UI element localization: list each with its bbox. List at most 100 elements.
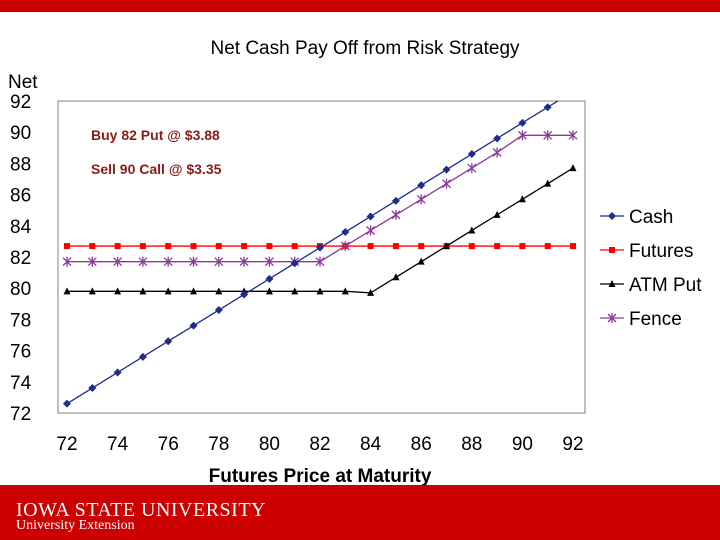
- x-tick-label: 90: [512, 434, 533, 455]
- marker-diamond: [189, 321, 198, 330]
- marker-star: [391, 209, 401, 220]
- marker-diamond: [214, 306, 223, 315]
- series-atm-put: [63, 164, 577, 296]
- x-tick-label: 80: [259, 434, 280, 455]
- footer-bar: IOWA STATE UNIVERSITY University Extensi…: [0, 485, 720, 540]
- x-tick-label: 72: [56, 434, 77, 455]
- y-tick-label: 74: [10, 373, 32, 394]
- marker-diamond: [138, 352, 147, 361]
- y-tick-label: 86: [10, 186, 31, 207]
- marker-diamond: [290, 259, 299, 268]
- header-bar: [0, 0, 720, 12]
- marker-star: [315, 256, 325, 267]
- marker-diamond: [63, 399, 71, 408]
- marker-square: [241, 243, 248, 250]
- marker-square: [165, 243, 172, 250]
- x-tick-label: 82: [309, 434, 330, 455]
- marker-diamond: [608, 212, 616, 220]
- series-line: [67, 167, 574, 294]
- marker-star: [87, 256, 97, 267]
- marker-triangle: [190, 287, 197, 295]
- marker-triangle: [88, 287, 96, 295]
- marker-star: [264, 256, 274, 267]
- marker-star: [416, 194, 426, 205]
- marker-diamond: [265, 274, 274, 283]
- marker-triangle: [518, 195, 526, 203]
- marker-triangle: [139, 287, 147, 295]
- y-tick-label: 80: [10, 279, 31, 300]
- marker-diamond: [467, 150, 476, 159]
- marker-star: [239, 256, 249, 267]
- marker-star: [543, 130, 553, 141]
- legend-label: ATM Put: [629, 275, 702, 296]
- marker-star: [517, 130, 527, 141]
- marker-star: [340, 241, 350, 252]
- marker-star: [607, 313, 617, 323]
- y-tick-label: 76: [10, 342, 31, 363]
- marker-triangle: [114, 287, 122, 295]
- x-tick-label: 92: [562, 434, 583, 455]
- legend-item: Cash: [600, 207, 673, 228]
- marker-triangle: [443, 242, 450, 250]
- plot-frame: [57, 100, 586, 414]
- marker-star: [442, 178, 451, 189]
- marker-square: [519, 243, 526, 250]
- marker-square: [190, 243, 197, 250]
- marker-square: [114, 243, 121, 250]
- marker-triangle: [544, 179, 552, 187]
- legend-item: Futures: [600, 241, 693, 262]
- marker-square: [544, 243, 551, 250]
- y-tick-label: 82: [10, 248, 31, 269]
- y-tick-label: 72: [10, 404, 31, 425]
- marker-diamond: [88, 384, 97, 393]
- y-tick-label: 84: [10, 217, 32, 238]
- marker-square: [139, 243, 146, 250]
- marker-star: [467, 163, 477, 174]
- legend-label: Cash: [629, 207, 673, 228]
- x-axis-title: Futures Price at Maturity: [208, 466, 432, 487]
- x-tick-label: 74: [107, 434, 129, 455]
- marker-square: [468, 243, 475, 250]
- legend-label: Fence: [629, 309, 682, 330]
- x-tick-label: 86: [411, 434, 432, 455]
- annotation-label: Sell 90 Call @ $3.35: [91, 161, 222, 177]
- university-logo-text: IOWA STATE UNIVERSITY: [16, 499, 266, 521]
- marker-triangle: [215, 287, 223, 295]
- marker-diamond: [442, 165, 451, 174]
- marker-triangle: [265, 287, 273, 295]
- marker-triangle: [392, 273, 400, 281]
- marker-star: [113, 256, 123, 267]
- y-tick-label: 92: [10, 92, 31, 113]
- marker-square: [494, 243, 501, 250]
- marker-square: [367, 243, 374, 250]
- marker-triangle: [608, 280, 616, 287]
- marker-star: [492, 147, 502, 158]
- y-tick-label: 90: [10, 123, 31, 144]
- marker-square: [89, 243, 96, 250]
- legend-item: Fence: [600, 309, 682, 330]
- marker-triangle: [468, 226, 476, 234]
- marker-square: [392, 243, 399, 250]
- marker-square: [291, 243, 298, 250]
- marker-square: [418, 243, 425, 250]
- marker-diamond: [518, 118, 527, 127]
- marker-diamond: [417, 181, 426, 190]
- marker-diamond: [341, 228, 350, 237]
- marker-square: [215, 243, 222, 250]
- marker-diamond: [366, 212, 375, 221]
- marker-square: [64, 243, 70, 250]
- series-fence: [62, 130, 578, 267]
- marker-diamond: [569, 88, 577, 96]
- marker-star: [138, 256, 148, 267]
- chart-title: Net Cash Pay Off from Risk Strategy: [210, 38, 520, 59]
- marker-diamond: [316, 243, 324, 252]
- marker-diamond: [164, 337, 173, 346]
- x-tick-label: 88: [461, 434, 482, 455]
- marker-triangle: [417, 257, 425, 265]
- marker-triangle: [569, 164, 577, 172]
- marker-star: [568, 130, 578, 141]
- marker-triangle: [63, 287, 71, 295]
- series-cash: [63, 88, 577, 408]
- x-tick-label: 78: [208, 434, 229, 455]
- marker-star: [366, 225, 376, 236]
